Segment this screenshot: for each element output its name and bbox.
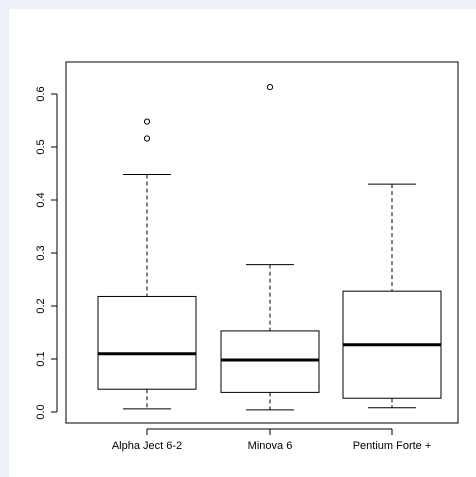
- y-tick-label: 0.0: [35, 404, 47, 419]
- box-iqr: [97, 295, 197, 390]
- outlier-point: [143, 135, 151, 142]
- y-tick-label: 0.1: [35, 351, 47, 366]
- chart-panel: 0.0 0.1 0.2 0.3 0.4 0.5 0.6 Alpha Ject 6-2 Mino…: [9, 9, 476, 477]
- box-group: [342, 183, 442, 409]
- x-tick-label: Pentium Forte +: [353, 440, 432, 452]
- y-tick-label: 0.6: [35, 86, 47, 101]
- y-tick-label: 0.2: [35, 298, 47, 313]
- y-tick-label: 0.4: [35, 192, 47, 207]
- outlier-point: [143, 118, 151, 125]
- boxes: [97, 84, 442, 411]
- box-group: [97, 118, 197, 410]
- x-tick-label: Minova 6: [248, 440, 293, 452]
- y-tick-label: 0.5: [35, 139, 47, 154]
- plot-frame: [65, 61, 459, 424]
- y-tick-label: 0.3: [35, 245, 47, 260]
- x-axis: Alpha Ject 6-2 Minova 6 Pentium Forte +: [112, 428, 432, 452]
- box-group: [220, 84, 320, 411]
- x-tick-label: Alpha Ject 6-2: [112, 440, 182, 452]
- boxplot-chart: 0.0 0.1 0.2 0.3 0.4 0.5 0.6 Alpha Ject 6-2 Mino…: [35, 61, 459, 452]
- box-iqr: [220, 330, 320, 393]
- y-axis: 0.0 0.1 0.2 0.3 0.4 0.5 0.6: [35, 86, 58, 420]
- outlier-point: [266, 84, 274, 91]
